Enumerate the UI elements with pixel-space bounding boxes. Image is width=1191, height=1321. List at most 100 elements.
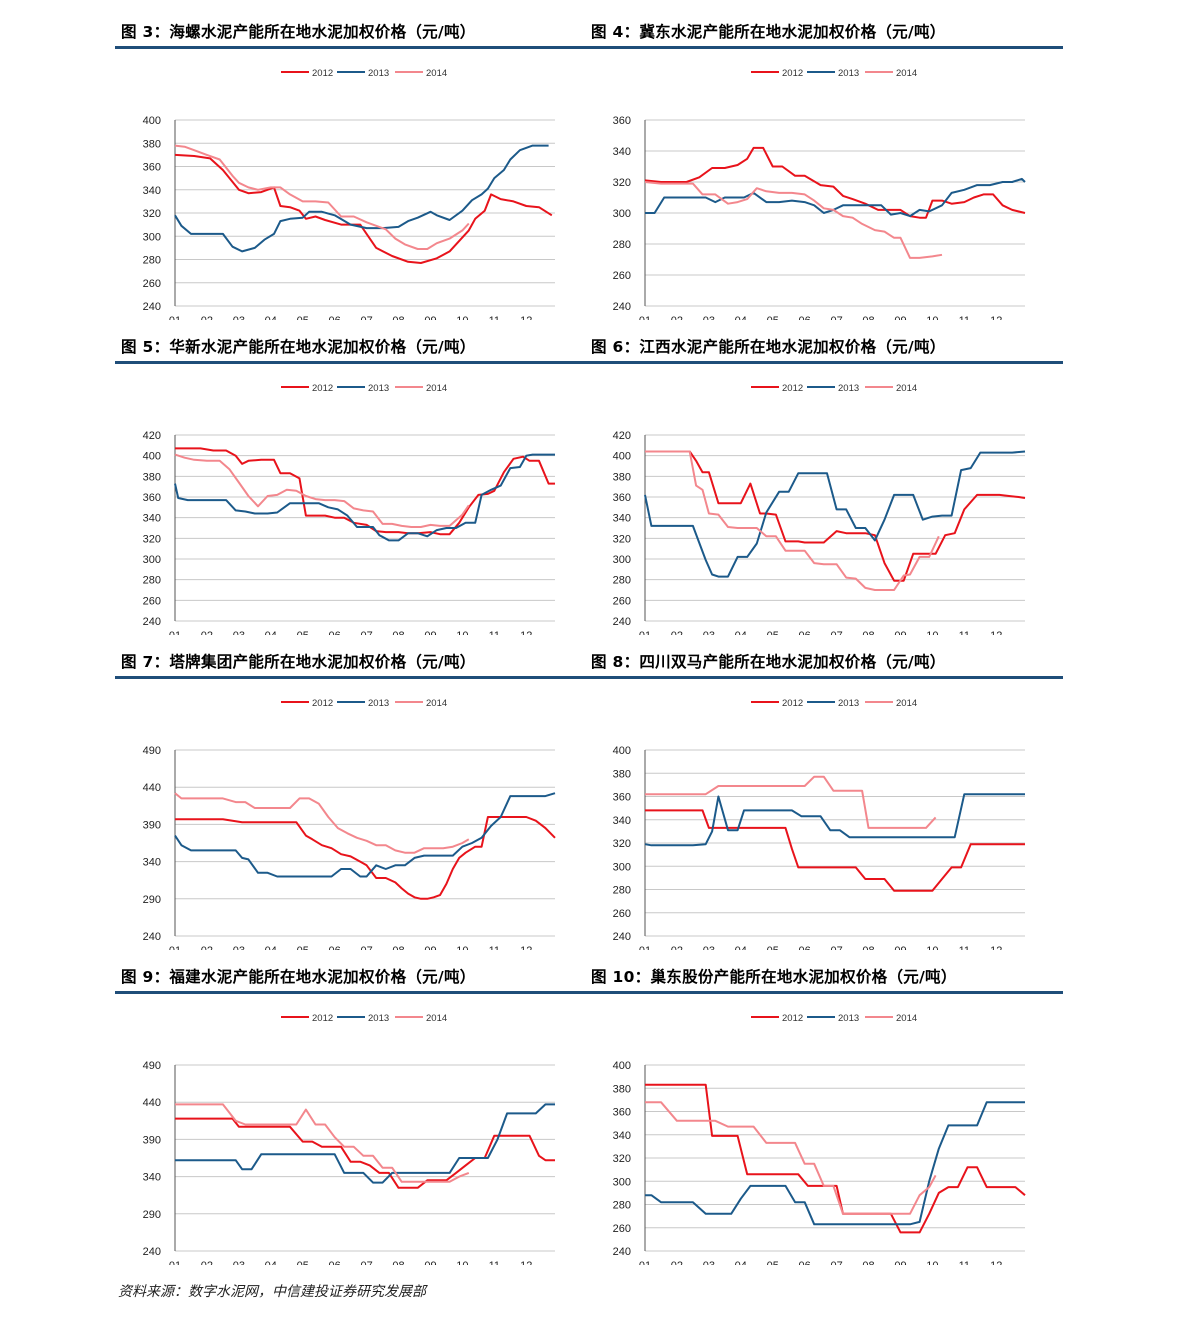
y-tick-label: 360 — [613, 492, 631, 504]
x-tick-label: 05 — [767, 315, 779, 320]
x-tick-label: 07 — [830, 315, 842, 320]
y-tick-label: 320 — [143, 208, 161, 220]
x-tick-label: 10 — [926, 945, 938, 950]
x-tick-label: 08 — [392, 315, 404, 320]
y-tick-label: 360 — [143, 162, 161, 174]
x-tick-label: 07 — [360, 1260, 372, 1265]
legend-label-2012: 2012 — [312, 68, 333, 79]
series-line-2014 — [645, 1101, 937, 1215]
y-tick-label: 380 — [613, 471, 631, 483]
x-tick-label: 02 — [671, 315, 683, 320]
legend-label-2014: 2014 — [426, 698, 447, 709]
title-rule — [585, 676, 1063, 679]
y-tick-label: 260 — [613, 270, 631, 282]
x-tick-label: 11 — [489, 1260, 500, 1265]
y-tick-label: 390 — [143, 819, 161, 831]
x-tick-label: 09 — [894, 945, 906, 950]
y-tick-label: 390 — [143, 1134, 161, 1146]
x-tick-label: 10 — [926, 315, 938, 320]
legend-label-2014: 2014 — [426, 68, 447, 79]
y-tick-label: 340 — [613, 513, 631, 525]
y-tick-label: 260 — [143, 595, 161, 607]
x-tick-label: 08 — [862, 630, 874, 635]
x-tick-label: 09 — [894, 630, 906, 635]
x-tick-label: 02 — [671, 630, 683, 635]
chart-panel-6: 图 8：四川双马产能所在地水泥加权价格（元/吨） 240 260 280 300 320 3… — [585, 650, 1065, 950]
x-tick-label: 12 — [520, 315, 532, 320]
y-tick-label: 240 — [613, 301, 631, 313]
chart-panel-7: 图 9：福建水泥产能所在地水泥加权价格（元/吨） 240 290 340 390 440 4… — [115, 965, 595, 1265]
series-line-2013 — [644, 793, 1025, 847]
y-tick-label: 300 — [613, 554, 631, 566]
x-tick-label: 06 — [329, 630, 341, 635]
y-tick-label: 240 — [143, 931, 161, 943]
x-tick-label: 09 — [424, 1260, 436, 1265]
line-chart: 240 260 280 300 320 340 360 380 400 420 01 02 03 04 05… — [143, 383, 555, 635]
y-tick-label: 240 — [613, 616, 631, 628]
x-tick-label: 03 — [233, 1260, 245, 1265]
y-tick-label: 280 — [613, 1200, 631, 1212]
series-line-2013 — [174, 792, 556, 878]
chart-title: 图 3：海螺水泥产能所在地水泥加权价格（元/吨） — [121, 23, 476, 41]
x-tick-label: 05 — [297, 945, 309, 950]
y-tick-label: 320 — [613, 533, 631, 545]
x-tick-label: 10 — [456, 630, 468, 635]
x-tick-label: 06 — [799, 945, 811, 950]
y-tick-label: 340 — [143, 513, 161, 525]
legend-label-2012: 2012 — [312, 1013, 333, 1024]
x-tick-label: 12 — [520, 1260, 532, 1265]
x-tick-label: 07 — [830, 945, 842, 950]
x-tick-label: 11 — [489, 630, 500, 635]
chart-panel-3: 图 5：华新水泥产能所在地水泥加权价格（元/吨） 240 260 280 300 320 3… — [115, 335, 595, 635]
legend-label-2012: 2012 — [782, 698, 803, 709]
series-line-2014 — [645, 775, 937, 829]
x-tick-label: 11 — [959, 1260, 970, 1265]
y-tick-label: 280 — [613, 239, 631, 251]
x-tick-label: 04 — [265, 945, 277, 950]
series-line-2014 — [175, 1103, 470, 1183]
x-tick-label: 10 — [926, 630, 938, 635]
legend-label-2013: 2013 — [368, 698, 389, 709]
x-tick-label: 07 — [360, 630, 372, 635]
x-tick-label: 04 — [735, 630, 747, 635]
x-tick-label: 03 — [233, 630, 245, 635]
y-tick-label: 360 — [613, 1107, 631, 1119]
y-tick-label: 300 — [613, 1176, 631, 1188]
x-tick-label: 01 — [169, 945, 181, 950]
x-tick-label: 04 — [265, 630, 277, 635]
x-tick-label: 11 — [489, 945, 500, 950]
series-line-2014 — [644, 181, 943, 259]
x-tick-label: 02 — [201, 630, 213, 635]
legend-label-2014: 2014 — [426, 383, 447, 394]
y-tick-label: 400 — [613, 451, 631, 463]
y-tick-label: 260 — [613, 595, 631, 607]
series-line-2012 — [175, 1117, 555, 1189]
x-tick-label: 01 — [169, 315, 181, 320]
series-line-2013 — [645, 177, 1026, 218]
y-tick-label: 260 — [143, 278, 161, 290]
chart-title: 图 8：四川双马产能所在地水泥加权价格（元/吨） — [591, 653, 946, 671]
y-tick-label: 380 — [613, 1083, 631, 1095]
y-tick-label: 240 — [613, 1246, 631, 1258]
x-tick-label: 09 — [424, 945, 436, 950]
y-tick-label: 490 — [143, 745, 161, 757]
y-tick-label: 440 — [143, 782, 161, 794]
series-line-2012 — [175, 816, 556, 900]
x-tick-label: 04 — [735, 945, 747, 950]
x-tick-label: 04 — [265, 315, 277, 320]
chart-title: 图 9：福建水泥产能所在地水泥加权价格（元/吨） — [121, 968, 476, 986]
x-tick-label: 03 — [703, 315, 715, 320]
y-tick-label: 360 — [613, 792, 631, 804]
y-tick-label: 320 — [613, 177, 631, 189]
x-tick-label: 07 — [360, 945, 372, 950]
y-tick-label: 400 — [143, 451, 161, 463]
x-tick-label: 07 — [360, 315, 372, 320]
y-tick-label: 360 — [613, 115, 631, 127]
y-tick-label: 320 — [143, 533, 161, 545]
y-tick-label: 280 — [143, 575, 161, 587]
legend-label-2014: 2014 — [896, 68, 917, 79]
line-chart: 240 290 340 390 440 490 01 02 03 04 05 06 07 08 09 10 11… — [143, 1013, 555, 1265]
x-tick-label: 12 — [990, 945, 1002, 950]
y-tick-label: 300 — [613, 861, 631, 873]
x-tick-label: 01 — [639, 945, 651, 950]
